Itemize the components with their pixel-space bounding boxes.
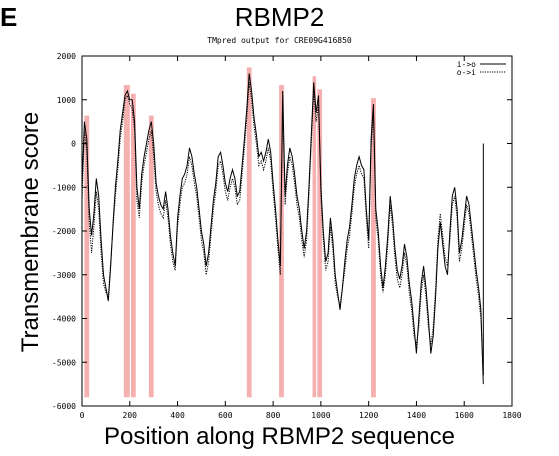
highlight-region bbox=[312, 76, 317, 398]
legend: i->oo->i bbox=[457, 60, 506, 77]
chart-title: RBMP2 bbox=[234, 2, 325, 32]
x-tick-label: 1600 bbox=[455, 411, 474, 420]
y-axis-ticks: -6000 -5000 -4000 -3000 -2000 -1000 0 1000 2000 bbox=[52, 52, 512, 411]
x-tick-label: 1400 bbox=[407, 411, 426, 420]
y-tick-label: 0 bbox=[71, 140, 76, 149]
chart-subtitle: TMpred output for CRE09G416850 bbox=[207, 36, 352, 45]
highlight-regions bbox=[84, 67, 376, 398]
x-tick-label: 200 bbox=[123, 411, 138, 420]
x-tick-label: 800 bbox=[266, 411, 281, 420]
panel-label: E bbox=[0, 2, 18, 32]
x-tick-label: 0 bbox=[80, 411, 85, 420]
y-tick-label: -1000 bbox=[52, 183, 76, 192]
highlight-region bbox=[279, 85, 284, 398]
x-tick-label: 600 bbox=[218, 411, 233, 420]
y-tick-label: 1000 bbox=[57, 96, 76, 105]
highlight-region bbox=[130, 93, 136, 398]
legend-label: i->o bbox=[457, 60, 476, 69]
y-tick-label: -2000 bbox=[52, 227, 76, 236]
x-axis-ticks: 0 200 400 600 800 1000 1200 1400 1600 1800 bbox=[80, 56, 522, 420]
series-line-i-to-o bbox=[81, 73, 484, 385]
x-tick-label: 1200 bbox=[359, 411, 378, 420]
x-tick-label: 1800 bbox=[502, 411, 521, 420]
x-tick-label: 1000 bbox=[311, 411, 330, 420]
legend-label: o->i bbox=[457, 68, 476, 77]
y-tick-label: 2000 bbox=[57, 52, 76, 61]
highlight-region bbox=[371, 98, 376, 398]
highlight-region bbox=[246, 67, 252, 398]
highlight-region bbox=[123, 85, 130, 398]
y-tick-label: -3000 bbox=[52, 271, 76, 280]
highlight-region bbox=[148, 115, 154, 398]
plot-frame bbox=[81, 55, 513, 407]
series-line-o-to-i bbox=[81, 82, 484, 376]
highlight-region bbox=[317, 89, 323, 398]
y-tick-label: -5000 bbox=[52, 358, 76, 367]
series-lines bbox=[81, 73, 484, 385]
x-tick-label: 400 bbox=[170, 411, 185, 420]
y-tick-label: -6000 bbox=[52, 402, 76, 411]
y-tick-label: -4000 bbox=[52, 315, 76, 324]
highlight-region bbox=[84, 115, 90, 398]
x-axis-label: Position along RBMP2 sequence bbox=[104, 423, 455, 450]
